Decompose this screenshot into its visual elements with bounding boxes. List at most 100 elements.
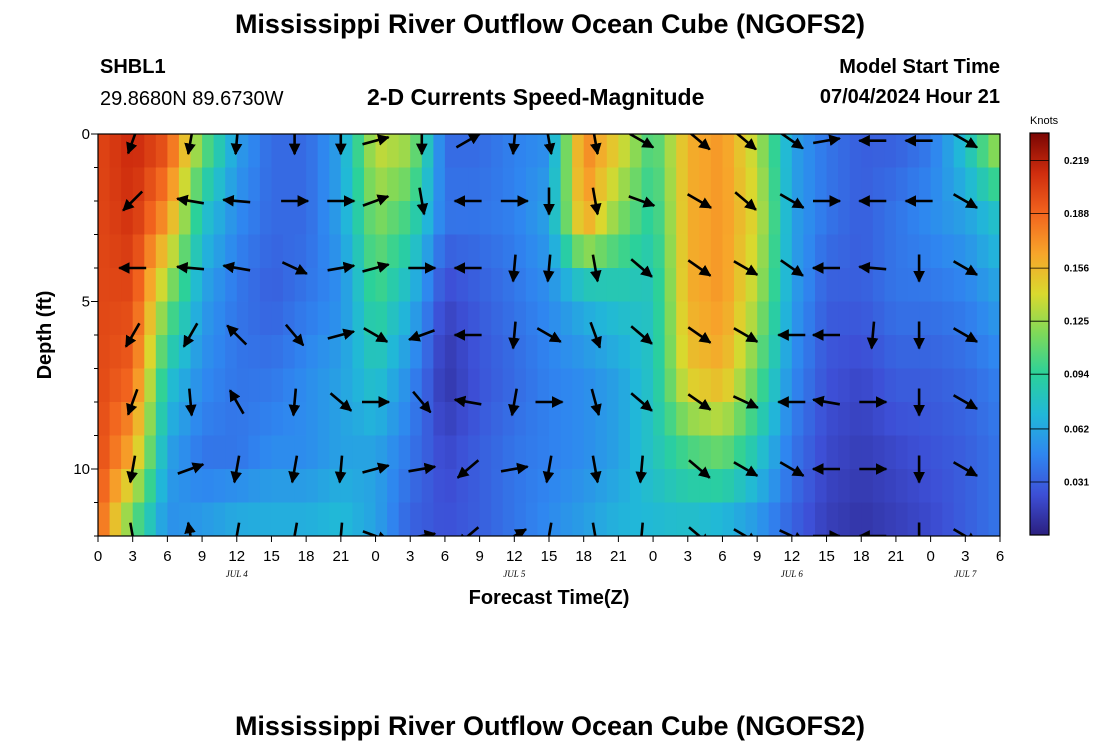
heat-cell — [398, 134, 411, 169]
heat-cell — [190, 167, 203, 202]
heat-cell — [352, 268, 365, 303]
heat-cell — [838, 201, 851, 236]
heat-cell — [722, 201, 735, 236]
heat-cell — [433, 368, 446, 403]
heat-cell — [976, 402, 990, 437]
heat-cell — [976, 268, 990, 303]
current-vector-arrow — [453, 395, 482, 408]
heat-cell — [919, 402, 932, 437]
heat-cell — [919, 335, 932, 370]
heat-cell — [468, 335, 481, 370]
heat-cell — [734, 402, 747, 437]
heat-cell — [768, 402, 781, 437]
heat-cell — [861, 368, 874, 403]
current-vector-arrow — [362, 261, 390, 273]
current-vector-arrow — [812, 134, 841, 146]
heat-cell — [398, 201, 411, 236]
heat-cell — [757, 368, 770, 403]
current-vector-arrow — [952, 461, 979, 477]
heat-cell — [167, 502, 180, 536]
heat-cell — [919, 301, 932, 336]
heat-cell — [479, 469, 492, 504]
heat-cell — [872, 368, 885, 403]
heat-cell — [502, 301, 515, 336]
heat-cell — [375, 268, 388, 303]
heat-cell — [444, 301, 458, 336]
heat-cell — [572, 201, 585, 236]
current-vector-arrow — [362, 134, 390, 146]
heat-cell — [340, 435, 353, 470]
heat-cell — [98, 335, 111, 370]
heat-cell — [606, 167, 619, 202]
heat-cell — [976, 167, 990, 202]
heat-cell — [259, 435, 273, 470]
heat-cell — [641, 502, 654, 536]
heat-cell — [919, 234, 932, 269]
heat-cell — [387, 502, 400, 536]
heat-cell — [537, 134, 550, 169]
heat-cell — [340, 502, 353, 536]
heat-cell — [895, 134, 909, 169]
heat-cell — [525, 134, 539, 169]
heat-cell — [768, 502, 781, 536]
heat-cell — [884, 167, 897, 202]
heat-cell — [317, 402, 330, 437]
heat-cell — [965, 201, 978, 236]
heat-cell — [606, 402, 619, 437]
heat-cell — [572, 234, 585, 269]
heat-cell — [560, 134, 573, 169]
heat-cell — [491, 268, 504, 303]
heat-cell — [780, 167, 793, 202]
current-vector-arrow — [455, 134, 481, 149]
heat-cell — [433, 301, 446, 336]
heat-cell — [121, 335, 134, 370]
heat-cell — [791, 469, 804, 504]
current-vector-arrow — [590, 455, 602, 484]
heat-cell — [618, 402, 631, 437]
heat-cell — [433, 469, 446, 504]
heat-cell — [109, 234, 122, 269]
current-vector-arrow — [779, 461, 805, 477]
heat-cell — [976, 469, 990, 504]
heat-cell — [988, 502, 1000, 536]
heat-cell — [768, 201, 781, 236]
heat-cell — [259, 167, 273, 202]
heat-cell — [768, 368, 781, 403]
heat-cell — [549, 234, 562, 269]
heat-cell — [167, 335, 180, 370]
colorbar-tick-label: 0.219 — [1064, 156, 1089, 167]
heat-cell — [676, 201, 689, 236]
current-vector-arrow — [235, 522, 241, 536]
heat-cell — [491, 435, 504, 470]
x-tick-label: 18 — [575, 548, 592, 565]
heat-cell — [710, 268, 724, 303]
heat-cell — [815, 234, 828, 269]
heat-cell — [849, 335, 862, 370]
current-vector-arrow — [414, 529, 437, 536]
heat-cell — [259, 502, 273, 536]
heat-cell — [895, 167, 909, 202]
heat-cell — [653, 167, 666, 202]
heat-cell — [213, 469, 226, 504]
current-vector-arrow — [590, 187, 602, 216]
heat-cell — [618, 435, 631, 470]
current-vector-arrow — [542, 254, 555, 283]
heat-cell — [398, 469, 411, 504]
heat-cell — [849, 234, 862, 269]
heat-cell — [629, 435, 643, 470]
heat-cell — [757, 469, 770, 504]
heat-cell — [965, 301, 978, 336]
heat-cell — [364, 335, 377, 370]
day-labels: JUL 4 JUL 5 JUL 6 JUL 7 — [226, 569, 977, 579]
heat-cell — [676, 134, 689, 169]
heat-cell — [121, 234, 134, 269]
heat-cell — [537, 167, 550, 202]
heat-cell — [98, 201, 111, 236]
heat-cell — [953, 435, 966, 470]
x-tick-label: 15 — [818, 548, 835, 565]
heat-cell — [155, 435, 168, 470]
heat-cell — [572, 402, 585, 437]
heat-cell — [699, 268, 712, 303]
heat-cell — [479, 368, 492, 403]
heat-cell — [433, 402, 446, 437]
